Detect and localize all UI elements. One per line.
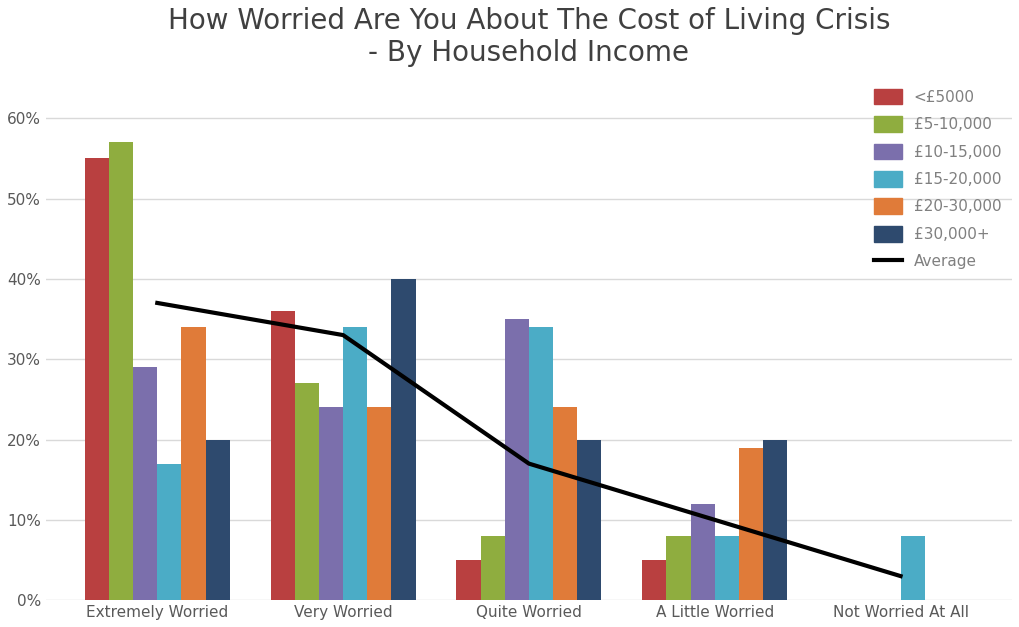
Title: How Worried Are You About The Cost of Living Crisis
- By Household Income: How Worried Are You About The Cost of Li… bbox=[168, 7, 891, 67]
Bar bbox=[666, 536, 691, 600]
Bar bbox=[553, 408, 577, 600]
Bar bbox=[367, 408, 391, 600]
Bar bbox=[457, 560, 481, 600]
Bar bbox=[319, 408, 343, 600]
Bar bbox=[206, 440, 229, 600]
Bar bbox=[714, 536, 739, 600]
Bar bbox=[157, 463, 181, 600]
Bar bbox=[691, 503, 714, 600]
Bar bbox=[763, 440, 788, 600]
Bar bbox=[85, 159, 109, 600]
Bar bbox=[181, 327, 206, 600]
Legend: <£5000, £5-10,000, £10-15,000, £15-20,000, £20-30,000, £30,000+, Average: <£5000, £5-10,000, £10-15,000, £15-20,00… bbox=[868, 83, 1008, 275]
Bar bbox=[391, 279, 416, 600]
Bar bbox=[642, 560, 666, 600]
Bar bbox=[739, 448, 763, 600]
Bar bbox=[343, 327, 367, 600]
Bar bbox=[901, 536, 924, 600]
Bar bbox=[271, 311, 294, 600]
Bar bbox=[577, 440, 601, 600]
Bar bbox=[504, 319, 529, 600]
Bar bbox=[481, 536, 504, 600]
Bar bbox=[294, 383, 319, 600]
Bar bbox=[529, 327, 553, 600]
Bar bbox=[109, 142, 133, 600]
Bar bbox=[133, 367, 157, 600]
